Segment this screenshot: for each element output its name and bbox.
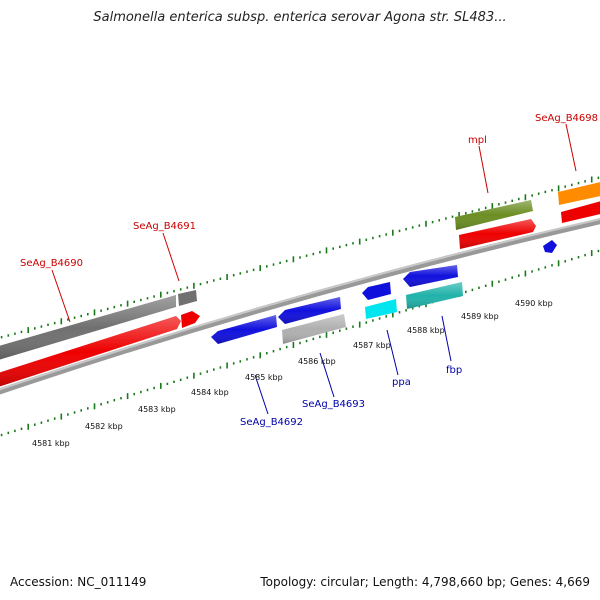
feature-red-4[interactable]	[561, 200, 600, 223]
label-seag-b4698: SeAg_B4698	[535, 113, 598, 124]
label-seag-b4690: SeAg_B4690	[20, 258, 83, 269]
map-title: Salmonella enterica subsp. enterica sero…	[93, 10, 507, 25]
scale-labels: 4581 kbp 4582 kbp 4583 kbp 4584 kbp 4585…	[32, 299, 553, 448]
label-seag-b4691: SeAg_B4691	[133, 221, 196, 232]
tick-label-4584: 4584 kbp	[191, 388, 229, 397]
tick-label-4581: 4581 kbp	[32, 439, 70, 448]
label-mpl: mpl	[468, 135, 487, 146]
genome-summary-text: Topology: circular; Length: 4,798,660 bp…	[260, 575, 590, 589]
label-fbp: fbp	[446, 365, 462, 376]
feature-gray-2[interactable]	[178, 290, 197, 306]
label-ppa: ppa	[392, 377, 411, 388]
feature-blue-3[interactable]	[362, 282, 391, 300]
label-seag-b4693: SeAg_B4693	[302, 399, 365, 410]
tick-label-4590: 4590 kbp	[515, 299, 553, 308]
accession-text: Accession: NC_011149	[10, 575, 147, 589]
forward-scale-dots	[0, 176, 600, 339]
forward-features	[0, 181, 600, 387]
tick-label-4587: 4587 kbp	[353, 341, 391, 350]
tick-label-4585: 4585 kbp	[245, 373, 283, 382]
forward-labels: SeAg_B4690 SeAg_B4691 mpl SeAg_B4698	[20, 113, 598, 323]
tick-label-4582: 4582 kbp	[85, 422, 123, 431]
backbone-line	[0, 218, 600, 395]
feature-blue-small[interactable]	[543, 240, 557, 253]
tick-label-4588: 4588 kbp	[407, 326, 445, 335]
reverse-labels: SeAg_B4692 SeAg_B4693 ppa fbp	[240, 315, 462, 428]
backbone-highlight	[0, 218, 600, 391]
reverse-scale-dots	[0, 249, 600, 437]
feature-red-2[interactable]	[181, 311, 200, 328]
feature-cyan-ppa[interactable]	[365, 299, 397, 319]
tick-label-4589: 4589 kbp	[461, 312, 499, 321]
label-seag-b4692: SeAg_B4692	[240, 417, 303, 428]
reverse-features	[211, 265, 463, 344]
feature-orange-b4698[interactable]	[558, 181, 600, 205]
tick-label-4583: 4583 kbp	[138, 405, 176, 414]
tick-label-4586: 4586 kbp	[298, 357, 336, 366]
